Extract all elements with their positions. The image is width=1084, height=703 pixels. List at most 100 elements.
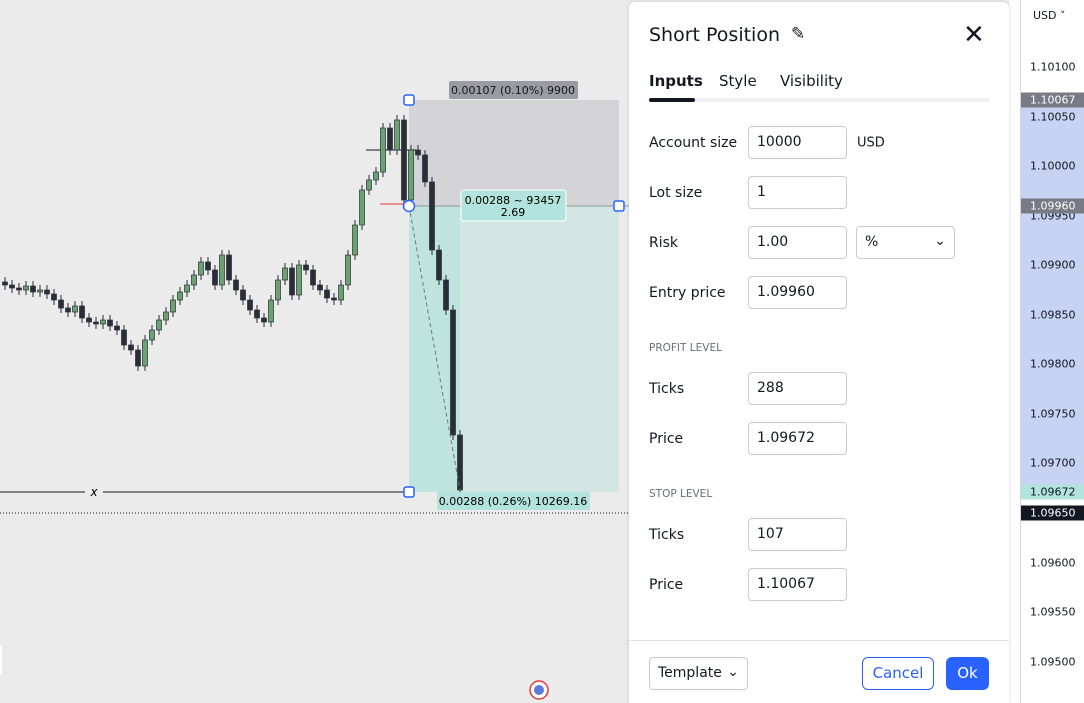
price-label: 1.09500 xyxy=(1030,655,1076,669)
tab[interactable]: Visibility xyxy=(780,72,843,90)
handle[interactable] xyxy=(402,199,416,213)
label-bg xyxy=(85,485,103,499)
input[interactable]: 107 xyxy=(748,518,847,551)
select-text: % xyxy=(865,234,879,250)
edge xyxy=(0,645,2,675)
currency[interactable]: USD ˅ xyxy=(1033,9,1066,22)
field-label: Risk xyxy=(649,235,679,251)
template-select[interactable]: Template ⌄ xyxy=(649,657,748,690)
candle xyxy=(429,181,435,251)
candle xyxy=(128,344,134,351)
candle xyxy=(450,309,456,436)
input[interactable]: 1.10067 xyxy=(748,568,847,601)
position-label: 0.00288 ~ 93457 xyxy=(465,194,562,207)
input[interactable]: 10000 xyxy=(748,126,847,159)
tab[interactable]: Style xyxy=(719,72,757,90)
candle xyxy=(268,299,274,323)
field-label: Entry price xyxy=(649,285,726,301)
icon[interactable] xyxy=(534,685,544,695)
currency-text: USD xyxy=(1033,9,1057,22)
price-label: 1.09900 xyxy=(1030,258,1076,272)
section-heading: STOP LEVEL xyxy=(649,488,713,500)
candle xyxy=(338,284,344,301)
chevron: ⌄ xyxy=(727,664,739,680)
candle xyxy=(331,297,337,301)
tab-indicator xyxy=(649,98,695,102)
candles xyxy=(2,115,463,495)
candle xyxy=(345,254,351,286)
candle xyxy=(205,261,211,271)
price-label: 1.09550 xyxy=(1030,605,1076,619)
label-bg xyxy=(449,81,578,99)
candle xyxy=(86,317,92,323)
candle xyxy=(2,281,8,286)
candle xyxy=(149,329,155,341)
candle xyxy=(408,149,414,201)
input[interactable]: 1.00 xyxy=(748,226,847,259)
candle xyxy=(212,269,218,286)
candle xyxy=(121,329,127,346)
candle xyxy=(352,224,358,256)
price-label: 1.09800 xyxy=(1030,357,1076,371)
candle xyxy=(100,319,106,325)
input[interactable]: 1 xyxy=(748,176,847,209)
candle xyxy=(177,291,183,301)
candle xyxy=(247,299,253,311)
dialog: Short Position ✎ ✕ Inputs Style Visibili… xyxy=(629,2,1009,703)
handle[interactable] xyxy=(403,94,415,106)
candle xyxy=(16,287,22,291)
dialog-title: Short Position xyxy=(649,24,781,46)
candle xyxy=(170,299,176,313)
candle xyxy=(254,309,260,319)
unit: USD xyxy=(857,135,885,151)
section-heading: PROFIT LEVEL xyxy=(649,342,722,354)
candle xyxy=(436,249,442,281)
price-label: 1.10000 xyxy=(1030,159,1076,173)
label-bg xyxy=(437,492,590,510)
candle xyxy=(317,284,323,291)
path-line xyxy=(408,205,461,491)
last-price-tag: 1.09650 xyxy=(1021,505,1084,521)
cancel-button[interactable]: Cancel xyxy=(862,657,934,690)
candle xyxy=(422,154,428,183)
chevron: ⌄ xyxy=(934,233,946,249)
candle xyxy=(282,267,288,281)
candle xyxy=(380,127,386,173)
candle xyxy=(366,179,372,191)
chart: 0.00107 (0.10%) 9900 0.00288 ~ 93457 2.6… xyxy=(0,0,1020,703)
candle xyxy=(72,305,78,313)
candle xyxy=(226,254,232,281)
ok-button[interactable]: Ok xyxy=(946,657,989,690)
candle xyxy=(303,264,309,271)
field-label: Price xyxy=(649,577,684,593)
candle xyxy=(135,349,141,367)
input[interactable]: 1.09960 xyxy=(748,276,847,309)
candle xyxy=(261,317,267,323)
candle xyxy=(9,284,15,289)
top-label: 0.00107 (0.10%) 9900 xyxy=(451,84,575,97)
close-button[interactable]: ✕ xyxy=(963,20,985,50)
field-label: Ticks xyxy=(649,381,685,397)
handle[interactable] xyxy=(403,486,415,498)
edit-icon[interactable]: ✎ xyxy=(791,24,806,44)
candle xyxy=(44,289,50,295)
candle xyxy=(275,279,281,301)
tab[interactable]: Inputs xyxy=(649,72,703,90)
candle xyxy=(233,279,239,291)
select[interactable]: % ⌄ xyxy=(856,226,955,259)
candle xyxy=(114,325,120,331)
candle xyxy=(219,254,225,286)
target-tag: 1.09672 xyxy=(1021,484,1084,500)
candle xyxy=(443,279,449,311)
input[interactable]: 1.09672 xyxy=(748,422,847,455)
field-label: Price xyxy=(649,431,684,447)
candle xyxy=(191,274,197,286)
price-label: 1.10100 xyxy=(1030,60,1076,74)
candle xyxy=(310,269,316,286)
candle xyxy=(240,289,246,301)
candle xyxy=(289,267,295,296)
handle[interactable] xyxy=(613,200,625,212)
input[interactable]: 288 xyxy=(748,372,847,405)
candle xyxy=(156,319,162,331)
